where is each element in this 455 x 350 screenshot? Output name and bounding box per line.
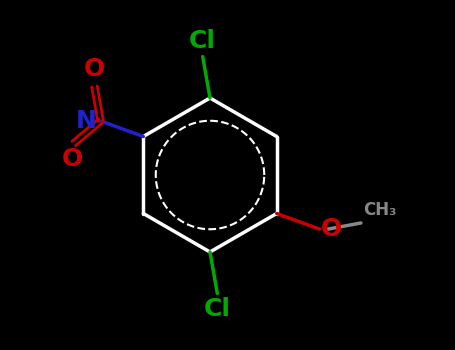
Text: O: O bbox=[61, 147, 83, 171]
Text: CH₃: CH₃ bbox=[363, 202, 396, 219]
Text: O: O bbox=[321, 217, 343, 241]
Text: Cl: Cl bbox=[189, 29, 216, 53]
Text: N: N bbox=[76, 109, 97, 133]
Text: O: O bbox=[84, 57, 105, 81]
Text: Cl: Cl bbox=[204, 297, 231, 321]
